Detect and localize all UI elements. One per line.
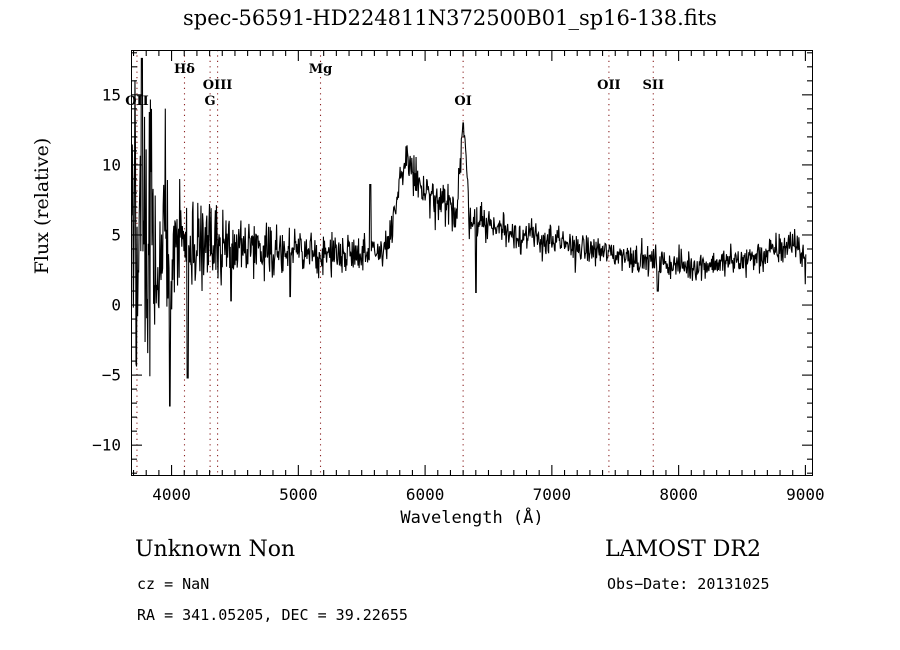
coordinates: RA = 341.05205, DEC = 39.22655	[137, 606, 408, 624]
y-tick-label--5: −5	[101, 365, 121, 385]
survey-name: LAMOST DR2	[605, 537, 761, 562]
spectrum-canvas	[131, 50, 813, 476]
x-tick-label-9000: 9000	[786, 485, 825, 504]
line-marker-group	[136, 50, 654, 476]
y-tick-label--10: −10	[92, 435, 121, 455]
y-tick-label-0: 0	[111, 295, 121, 315]
x-tick-label-7000: 7000	[532, 485, 572, 504]
page-title: spec-56591-HD224811N372500B01_sp16-138.f…	[183, 6, 717, 30]
x-tick-label-6000: 6000	[405, 485, 445, 504]
spectrum-trace	[131, 57, 807, 407]
obs-date: Obs−Date: 20131025	[607, 575, 770, 593]
object-class: Unknown Non	[135, 537, 296, 562]
x-tick-label-8000: 8000	[659, 485, 698, 504]
line-label-mg-4: Mg	[307, 62, 334, 77]
x-axis-title: Wavelength (Å)	[400, 508, 544, 528]
line-label-oii-6: OII	[596, 78, 622, 93]
line-label-sii-7: SII	[641, 78, 666, 93]
y-tick-label-10: 10	[101, 155, 121, 175]
y-tick-label-5: 5	[111, 225, 121, 245]
cz-value: cz = NaN	[137, 575, 210, 593]
line-label-oii-0: OII	[125, 94, 149, 109]
line-label-hδ-1: Hδ	[173, 62, 196, 77]
y-tick-label-15: 15	[101, 85, 121, 105]
x-tick-label-5000: 5000	[279, 485, 318, 504]
x-tick-label-4000: 4000	[152, 485, 191, 504]
line-label-g-3: G	[203, 94, 217, 109]
line-label-oi-5: OI	[453, 94, 473, 109]
line-label-oiii-2: OIII	[201, 78, 234, 93]
